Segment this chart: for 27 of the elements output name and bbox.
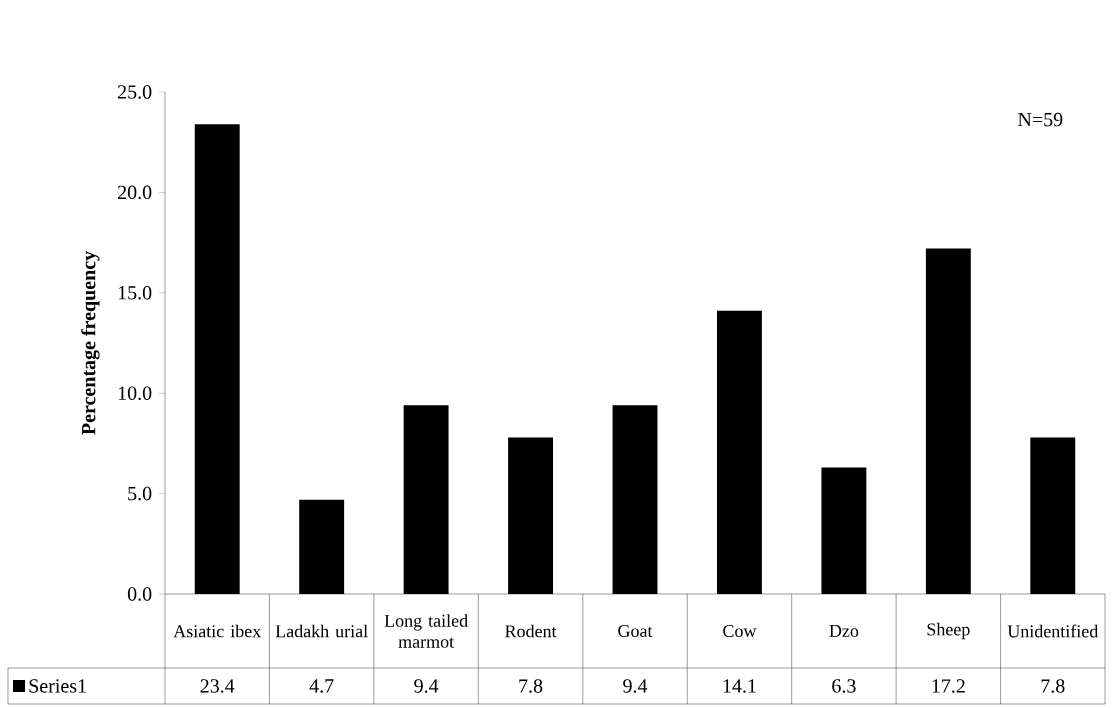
x-tick-label: Long tailed marmot bbox=[384, 614, 468, 648]
x-tick-label: Unidentified bbox=[1007, 624, 1099, 638]
x-tick-label: Rodent bbox=[505, 624, 557, 638]
annotation: N=59 bbox=[1018, 112, 1063, 127]
y-tick-label: 15.0 bbox=[118, 286, 152, 300]
y-tick-label: 5.0 bbox=[128, 486, 152, 501]
x-tick-label: Sheep bbox=[927, 622, 970, 640]
data-label: 23.4 bbox=[200, 679, 235, 693]
x-tick-label: Cow bbox=[723, 624, 757, 638]
y-tick-label: 10.0 bbox=[118, 386, 152, 400]
x-tick-label: Asiatic ibex bbox=[173, 624, 261, 638]
x-tick-label: Dzo bbox=[829, 625, 859, 637]
x-tick-label: Ladakh urial bbox=[275, 624, 368, 638]
data-label: 7.8 bbox=[1041, 679, 1065, 693]
x-tick-label: Goat bbox=[618, 624, 653, 638]
data-label: 17.2 bbox=[932, 679, 965, 693]
y-tick-label: 20.0 bbox=[118, 185, 152, 200]
data-label: 14.1 bbox=[723, 679, 756, 693]
y-tick-label: 25.0 bbox=[118, 85, 152, 99]
data-label: 9.4 bbox=[623, 679, 648, 693]
legend-label: Series1 bbox=[29, 679, 86, 693]
data-label: 9.4 bbox=[414, 679, 439, 693]
data-label: 7.8 bbox=[519, 679, 543, 693]
data-label: 4.7 bbox=[309, 679, 334, 693]
y-tick-label: 0.0 bbox=[127, 587, 152, 601]
data-label: 6.3 bbox=[832, 679, 856, 693]
y-axis-title: Percentage frequency bbox=[81, 251, 100, 435]
